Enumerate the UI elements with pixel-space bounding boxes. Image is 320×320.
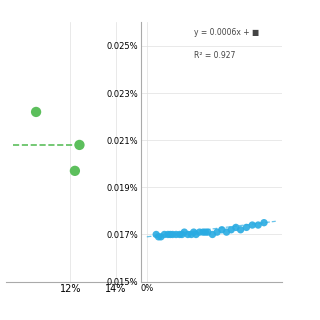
Point: [158, 234, 164, 239]
Point: [156, 234, 161, 239]
Point: [261, 220, 267, 225]
Point: [189, 232, 194, 237]
Point: [182, 229, 187, 235]
Point: [256, 222, 261, 228]
Point: [201, 229, 206, 235]
Point: [162, 232, 167, 237]
Point: [233, 225, 238, 230]
Point: [250, 222, 255, 228]
Point: [191, 229, 196, 235]
Point: [177, 232, 182, 237]
Point: [173, 232, 179, 237]
Point: [34, 109, 39, 115]
Text: R² = 0.927: R² = 0.927: [195, 51, 236, 60]
Point: [77, 142, 82, 148]
Point: [205, 229, 210, 235]
Point: [72, 168, 77, 173]
Point: [229, 227, 234, 232]
Point: [170, 232, 175, 237]
Point: [154, 232, 159, 237]
Point: [168, 232, 173, 237]
Point: [185, 232, 190, 237]
Point: [244, 225, 249, 230]
Point: [219, 227, 224, 232]
Point: [165, 232, 171, 237]
Point: [210, 232, 215, 237]
Point: [180, 232, 185, 237]
Point: [197, 229, 202, 235]
Point: [194, 232, 199, 237]
Text: y = 0.0006x + ■: y = 0.0006x + ■: [195, 28, 260, 36]
Point: [215, 229, 220, 235]
Point: [224, 229, 229, 235]
Point: [203, 229, 208, 235]
Point: [238, 227, 243, 232]
